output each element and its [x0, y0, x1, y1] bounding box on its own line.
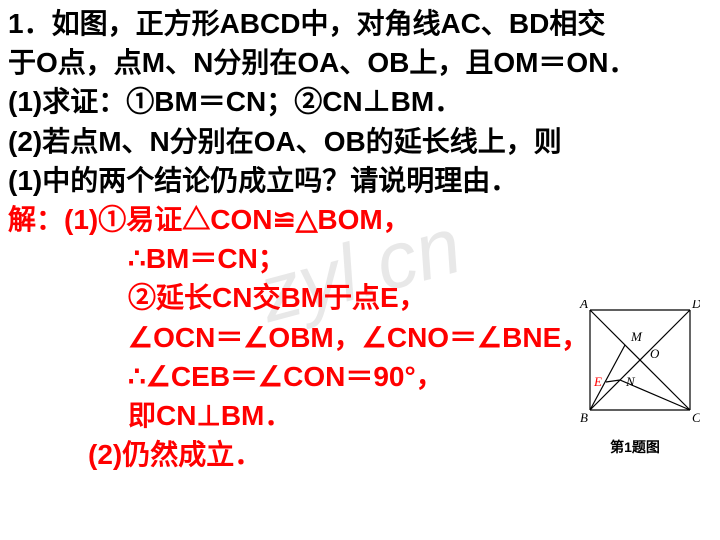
svg-text:D: D — [691, 300, 700, 311]
svg-text:M: M — [630, 329, 643, 344]
problem-line-5: (1)中的两个结论仍成立吗？请说明理由． — [8, 161, 712, 200]
svg-text:E: E — [593, 374, 602, 389]
figure-caption: 第1题图 — [570, 437, 700, 457]
figure-container: A D B C OM N E 第1题图 — [570, 300, 700, 457]
svg-text:C: C — [692, 410, 700, 425]
problem-line-3: (1)求证：①BM＝CN；②CN⊥BM． — [8, 82, 712, 121]
svg-text:O: O — [650, 346, 660, 361]
svg-text:B: B — [580, 410, 588, 425]
geometry-figure: A D B C OM N E — [570, 300, 700, 430]
svg-text:A: A — [579, 300, 588, 311]
problem-line-4: (2)若点M、N分别在OA、OB的延长线上，则 — [8, 122, 712, 161]
solution-line-1: 解：(1)①易证△CON≌△BOM， — [8, 200, 712, 239]
problem-line-1: 1．如图，正方形ABCD中，对角线AC、BD相交 — [8, 4, 712, 43]
problem-line-2: 于O点，点M、N分别在OA、OB上，且OM＝ON． — [8, 43, 712, 82]
svg-text:N: N — [625, 374, 636, 389]
solution-line-2: ∴BM＝CN； — [8, 239, 712, 278]
